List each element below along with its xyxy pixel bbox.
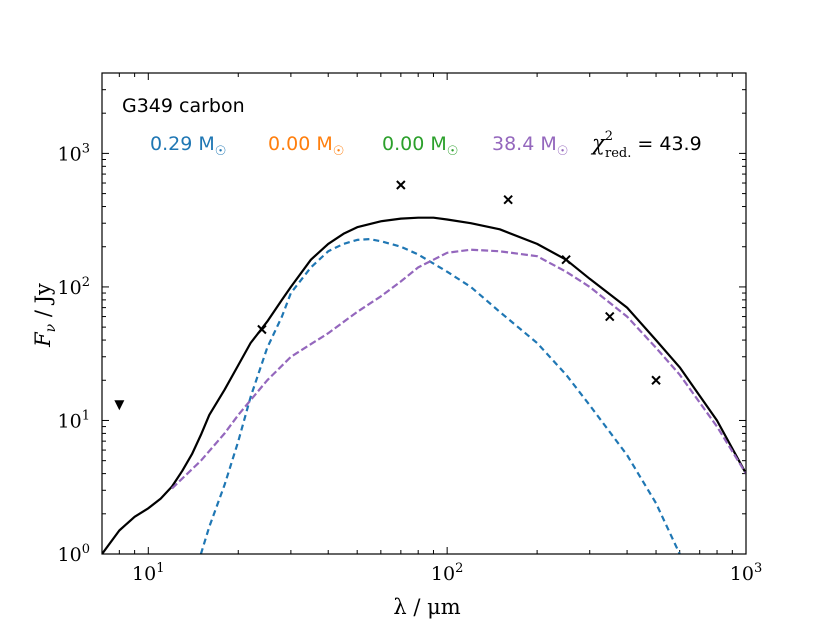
observation-point bbox=[561, 254, 571, 265]
x-axis-label: λ / μm bbox=[393, 595, 460, 619]
legend-entry: 0.00 M☉ bbox=[382, 133, 458, 159]
upper-limit-marker bbox=[114, 400, 125, 411]
y-tick-label: 100 bbox=[58, 542, 90, 566]
y-tick-label: 102 bbox=[58, 275, 90, 299]
tick-layer: 101 102 103 100 101 102 103 bbox=[58, 72, 762, 585]
legend-entry: 38.4 M☉ bbox=[492, 133, 568, 159]
legend: 0.29 M☉ 0.00 M☉ 0.00 M☉ 38.4 M☉ χ2 red. = 43.9 bbox=[150, 129, 702, 161]
observation-point bbox=[503, 194, 513, 205]
y-axis-label: Fν / Jy bbox=[31, 283, 59, 348]
observation-point bbox=[396, 180, 406, 190]
legend-entry: 0.29 M☉ bbox=[150, 133, 226, 159]
legend-entry: 0.00 M☉ bbox=[268, 133, 344, 159]
x-tick-label: 102 bbox=[431, 561, 463, 585]
series-layer bbox=[102, 216, 746, 554]
series-line-blue-component bbox=[199, 238, 681, 554]
observation-point bbox=[257, 324, 267, 335]
series-line-purple-component bbox=[171, 248, 746, 490]
plot-frame bbox=[101, 72, 747, 555]
chi-squared-label: χ2 red. = 43.9 bbox=[590, 129, 702, 161]
observation-point bbox=[651, 375, 661, 385]
chart-title: G349 carbon bbox=[122, 95, 245, 117]
series-line-total bbox=[102, 216, 746, 554]
x-tick-label: 103 bbox=[730, 561, 762, 585]
marker-layer bbox=[114, 180, 661, 411]
x-tick-label: 101 bbox=[132, 561, 164, 585]
y-tick-label: 101 bbox=[58, 408, 90, 432]
observation-point bbox=[605, 311, 615, 322]
y-tick-label: 103 bbox=[58, 141, 90, 165]
